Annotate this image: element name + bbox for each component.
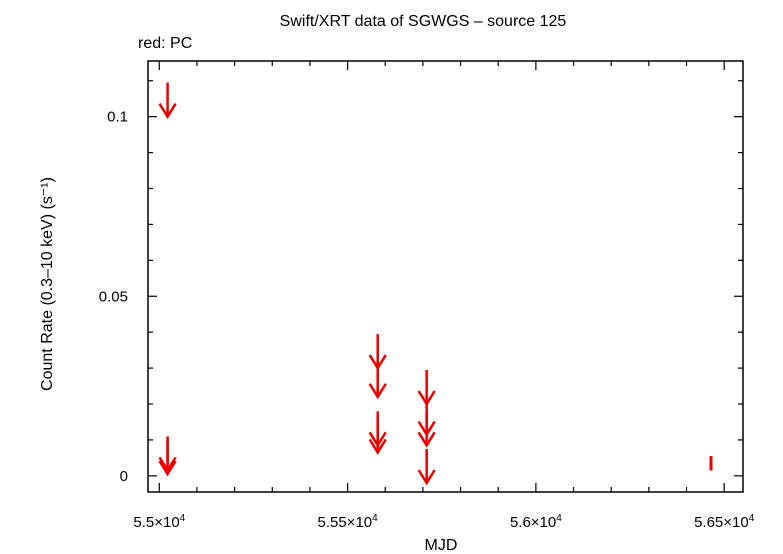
upper-limit-arrow: [417, 449, 436, 486]
x-tick-label: 5.55×104: [317, 513, 378, 531]
y-axis-label: Count Rate (0.3–10 keV) (s⁻¹): [39, 177, 56, 391]
upper-limit-arrow: [417, 411, 436, 448]
legend-label: red: PC: [138, 35, 192, 52]
upper-limit-arrow: [417, 370, 436, 407]
plot-frame: [147, 60, 744, 493]
arrow-head: [417, 431, 436, 448]
y-tick-label: 0.05: [99, 288, 128, 305]
upper-limit-arrow: [158, 82, 177, 120]
y-tick-label: 0: [120, 468, 128, 485]
arrow-head: [368, 438, 387, 455]
y-axis: 0 0.05 0.1: [99, 80, 743, 485]
x-tick-label: 5.5×104: [133, 513, 185, 531]
x-axis-label: MJD: [425, 537, 458, 554]
upper-limit-arrow: [368, 362, 387, 400]
chart-title: Swift/XRT data of SGWGS – source 125: [280, 13, 567, 30]
data-layer: [158, 82, 713, 486]
arrow-head: [368, 383, 387, 400]
x-tick-label: 5.65×104: [694, 513, 755, 531]
arrow-head: [158, 103, 177, 120]
x-axis: 5.5×104 5.55×104 5.6×104 5.65×104: [133, 61, 755, 531]
upper-limit-arrow: [368, 418, 387, 455]
arrow-head: [158, 460, 177, 477]
upper-limit-arrow: [158, 440, 177, 477]
arrow-head: [417, 469, 436, 486]
y-tick-label: 0.1: [107, 109, 128, 126]
x-tick-label: 5.6×104: [510, 513, 562, 531]
